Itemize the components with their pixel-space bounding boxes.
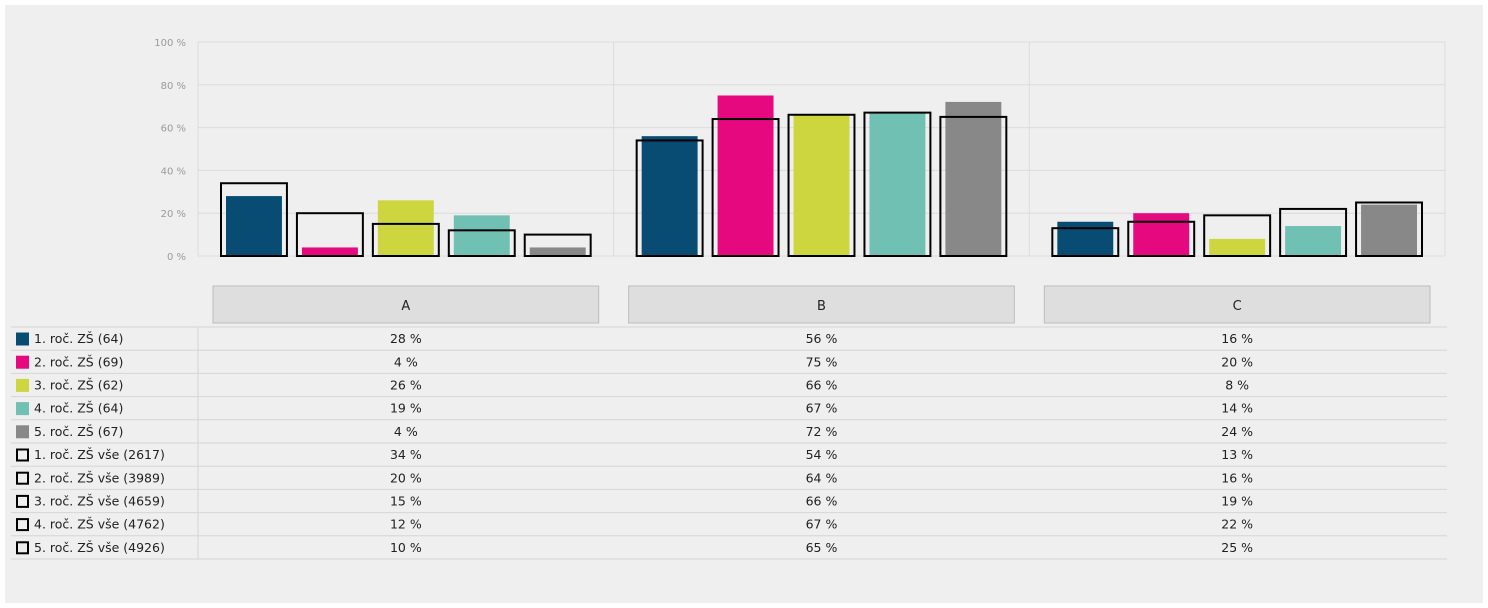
data-label-B-series-6: 64 % — [806, 470, 838, 485]
bar-B-series-2 — [793, 114, 850, 256]
legend-swatch-0 — [16, 332, 29, 346]
legend-label-3: 4. roč. ZŠ (64) — [34, 401, 123, 416]
data-label-C-series-6: 16 % — [1221, 470, 1253, 485]
data-label-C-series-0: 16 % — [1221, 331, 1253, 346]
bar-C-series-4 — [1361, 204, 1417, 256]
data-label-C-series-3: 14 % — [1221, 401, 1253, 416]
bar-A-series-3 — [453, 215, 510, 256]
legend-swatch-8 — [16, 518, 29, 532]
bar-C-series-2 — [1209, 238, 1266, 256]
outline-bar-A-series-7 — [371, 222, 440, 257]
data-label-B-series-9: 65 % — [806, 540, 838, 555]
bar-C-series-1 — [1133, 213, 1190, 256]
bar-C-series-3 — [1285, 226, 1342, 256]
data-label-B-series-3: 67 % — [806, 401, 838, 416]
legend-swatch-7 — [16, 494, 29, 508]
data-label-A-series-9: 10 % — [390, 540, 422, 555]
data-label-C-series-2: 8 % — [1225, 378, 1249, 393]
data-label-A-series-8: 12 % — [390, 517, 422, 532]
data-label-C-series-9: 25 % — [1221, 540, 1253, 555]
bar-A-series-4 — [529, 247, 586, 256]
data-label-A-series-3: 19 % — [390, 401, 422, 416]
legend-label-4: 5. roč. ZŠ (67) — [34, 424, 123, 439]
outline-bar-C-series-8 — [1279, 207, 1348, 257]
data-label-C-series-5: 13 % — [1221, 447, 1253, 462]
legend-label-9: 5. roč. ZŠ vše (4926) — [34, 540, 165, 555]
data-label-B-series-7: 66 % — [806, 494, 838, 509]
outline-bar-C-series-6 — [1127, 220, 1196, 257]
bar-B-series-3 — [869, 112, 926, 257]
legend-swatch-3 — [16, 402, 29, 416]
data-label-B-series-0: 56 % — [806, 331, 838, 346]
outline-bar-B-series-8 — [863, 111, 932, 258]
outline-bar-B-series-9 — [939, 115, 1008, 258]
outline-bar-C-series-9 — [1355, 201, 1423, 257]
data-label-A-series-6: 20 % — [390, 470, 422, 485]
outline-bar-A-series-8 — [447, 229, 516, 258]
legend-swatch-9 — [16, 541, 29, 555]
outline-bar-C-series-7 — [1203, 214, 1272, 257]
category-label-C: C — [1233, 299, 1242, 314]
y-tick-label-3: 60 % — [161, 124, 186, 135]
y-tick-label-5: 100 % — [154, 38, 186, 49]
category-box-A — [212, 285, 600, 324]
data-label-A-series-2: 26 % — [390, 378, 422, 393]
outline-bar-A-series-5 — [220, 182, 288, 258]
data-label-B-series-5: 54 % — [806, 447, 838, 462]
bar-chart: 0 % 20 % 40 % 60 % 80 % 100 % A B C 1. roč. ZŠ (6… — [11, 38, 1447, 560]
legend-label-2: 3. roč. ZŠ (62) — [34, 378, 123, 393]
outline-bar-B-series-7 — [787, 113, 856, 258]
outline-bar-C-series-5 — [1051, 227, 1120, 257]
category-box-C — [1043, 285, 1431, 324]
data-label-C-series-7: 19 % — [1221, 494, 1253, 509]
data-label-C-series-4: 24 % — [1221, 424, 1253, 439]
legend-label-0: 1. roč. ZŠ (64) — [34, 331, 123, 346]
legend-swatch-6 — [16, 471, 29, 485]
y-tick-label-4: 80 % — [161, 81, 186, 92]
data-label-A-series-1: 4 % — [394, 354, 418, 369]
data-label-C-series-1: 20 % — [1221, 354, 1253, 369]
category-box-B — [628, 285, 1015, 324]
data-label-A-series-5: 34 % — [390, 447, 422, 462]
bar-B-series-0 — [641, 136, 698, 256]
chart-panel: 0 % 20 % 40 % 60 % 80 % 100 % A B C 1. roč. ZŠ (6… — [5, 5, 1483, 603]
bar-B-series-1 — [717, 95, 774, 256]
y-tick-label-2: 40 % — [161, 166, 186, 177]
legend-swatch-2 — [16, 378, 29, 392]
legend-label-5: 1. roč. ZŠ vše (2617) — [34, 447, 165, 462]
category-label-A: A — [401, 299, 410, 314]
bar-A-series-2 — [377, 200, 434, 256]
y-tick-label-0: 0 % — [167, 252, 186, 263]
data-label-A-series-0: 28 % — [390, 331, 422, 346]
legend-label-6: 2. roč. ZŠ vše (3989) — [34, 470, 165, 485]
data-label-B-series-1: 75 % — [806, 354, 838, 369]
bar-A-series-1 — [301, 247, 358, 256]
data-label-A-series-4: 4 % — [394, 424, 418, 439]
legend-swatch-4 — [16, 425, 29, 439]
data-label-A-series-7: 15 % — [390, 494, 422, 509]
data-label-B-series-8: 67 % — [806, 517, 838, 532]
outline-bar-A-series-9 — [523, 233, 592, 258]
data-label-B-series-2: 66 % — [806, 378, 838, 393]
category-label-B: B — [817, 299, 826, 314]
outline-bar-A-series-6 — [295, 212, 364, 257]
legend-label-7: 3. roč. ZŠ vše (4659) — [34, 494, 165, 509]
data-label-C-series-8: 22 % — [1221, 517, 1253, 532]
bar-B-series-4 — [945, 101, 1002, 256]
bar-C-series-0 — [1057, 221, 1114, 256]
bar-A-series-0 — [226, 196, 282, 256]
legend-label-8: 4. roč. ZŠ vše (4762) — [34, 517, 165, 532]
data-label-B-series-4: 72 % — [806, 424, 838, 439]
legend-swatch-1 — [16, 355, 29, 369]
y-tick-label-1: 20 % — [161, 209, 186, 220]
outline-bar-B-series-6 — [711, 118, 780, 258]
legend-label-1: 2. roč. ZŠ (69) — [34, 354, 123, 369]
legend-swatch-5 — [16, 448, 29, 462]
outline-bar-B-series-5 — [635, 139, 704, 257]
